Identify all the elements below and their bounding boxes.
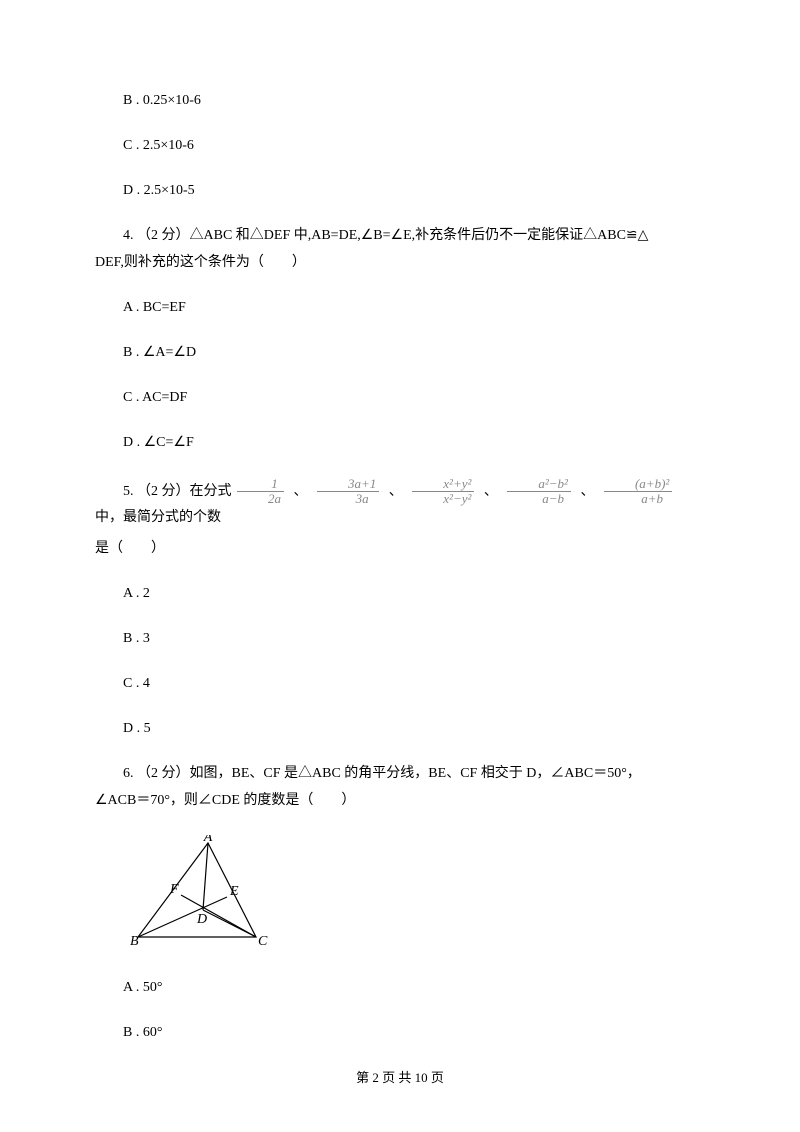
fraction-4: a²−b²a−b — [507, 477, 571, 507]
q6-option-a: A . 50° — [95, 977, 705, 998]
q4-option-b: B . ∠A=∠D — [95, 342, 705, 363]
label-a: A — [203, 835, 213, 845]
label-d: D — [196, 912, 207, 927]
sep: 、 — [484, 484, 502, 499]
q5-option-c: C . 4 — [95, 673, 705, 694]
question-5-line2: 是（ ） — [95, 538, 705, 559]
sep: 、 — [389, 484, 407, 499]
q4-option-a: A . BC=EF — [95, 297, 705, 318]
option-c: C . 2.5×10-6 — [95, 135, 705, 156]
question-4-line1: 4. （2 分）△ABC 和△DEF 中,AB=DE,∠B=∠E,补充条件后仍不… — [95, 225, 705, 246]
fraction-2: 3a+13a — [317, 477, 379, 507]
q5-option-a: A . 2 — [95, 583, 705, 604]
q4-option-c: C . AC=DF — [95, 387, 705, 408]
sep: 、 — [580, 484, 598, 499]
question-6-line1: 6. （2 分）如图，BE、CF 是△ABC 的角平分线，BE、CF 相交于 D… — [95, 763, 705, 784]
option-b: B . 0.25×10-6 — [95, 90, 705, 111]
q5-suffix: 中，最简分式的个数 — [95, 510, 221, 525]
q6-option-b: B . 60° — [95, 1022, 705, 1043]
q4-option-d: D . ∠C=∠F — [95, 432, 705, 453]
question-6-line2: ∠ACB＝70°，则∠CDE 的度数是（ ） — [95, 790, 705, 811]
q5-option-b: B . 3 — [95, 628, 705, 649]
sep: 、 — [294, 484, 312, 499]
label-c: C — [258, 934, 268, 949]
fraction-3: x²+y²x²−y² — [412, 477, 474, 507]
option-d: D . 2.5×10-5 — [95, 180, 705, 201]
question-4-line2: DEF,则补充的这个条件为（ ） — [95, 252, 705, 273]
label-f: F — [169, 882, 179, 897]
question-5-line1: 5. （2 分）在分式 12a 、 3a+13a 、 x²+y²x²−y² 、 … — [95, 477, 705, 528]
q5-option-d: D . 5 — [95, 718, 705, 739]
page-footer: 第 2 页 共 10 页 — [0, 1068, 800, 1088]
q5-prefix: 5. （2 分）在分式 — [123, 484, 235, 499]
q6-figure: A B C F E D — [130, 835, 705, 957]
fraction-1: 12a — [237, 477, 284, 507]
fraction-5: (a+b)²a+b — [604, 477, 672, 507]
label-e: E — [229, 884, 239, 899]
label-b: B — [130, 934, 139, 949]
